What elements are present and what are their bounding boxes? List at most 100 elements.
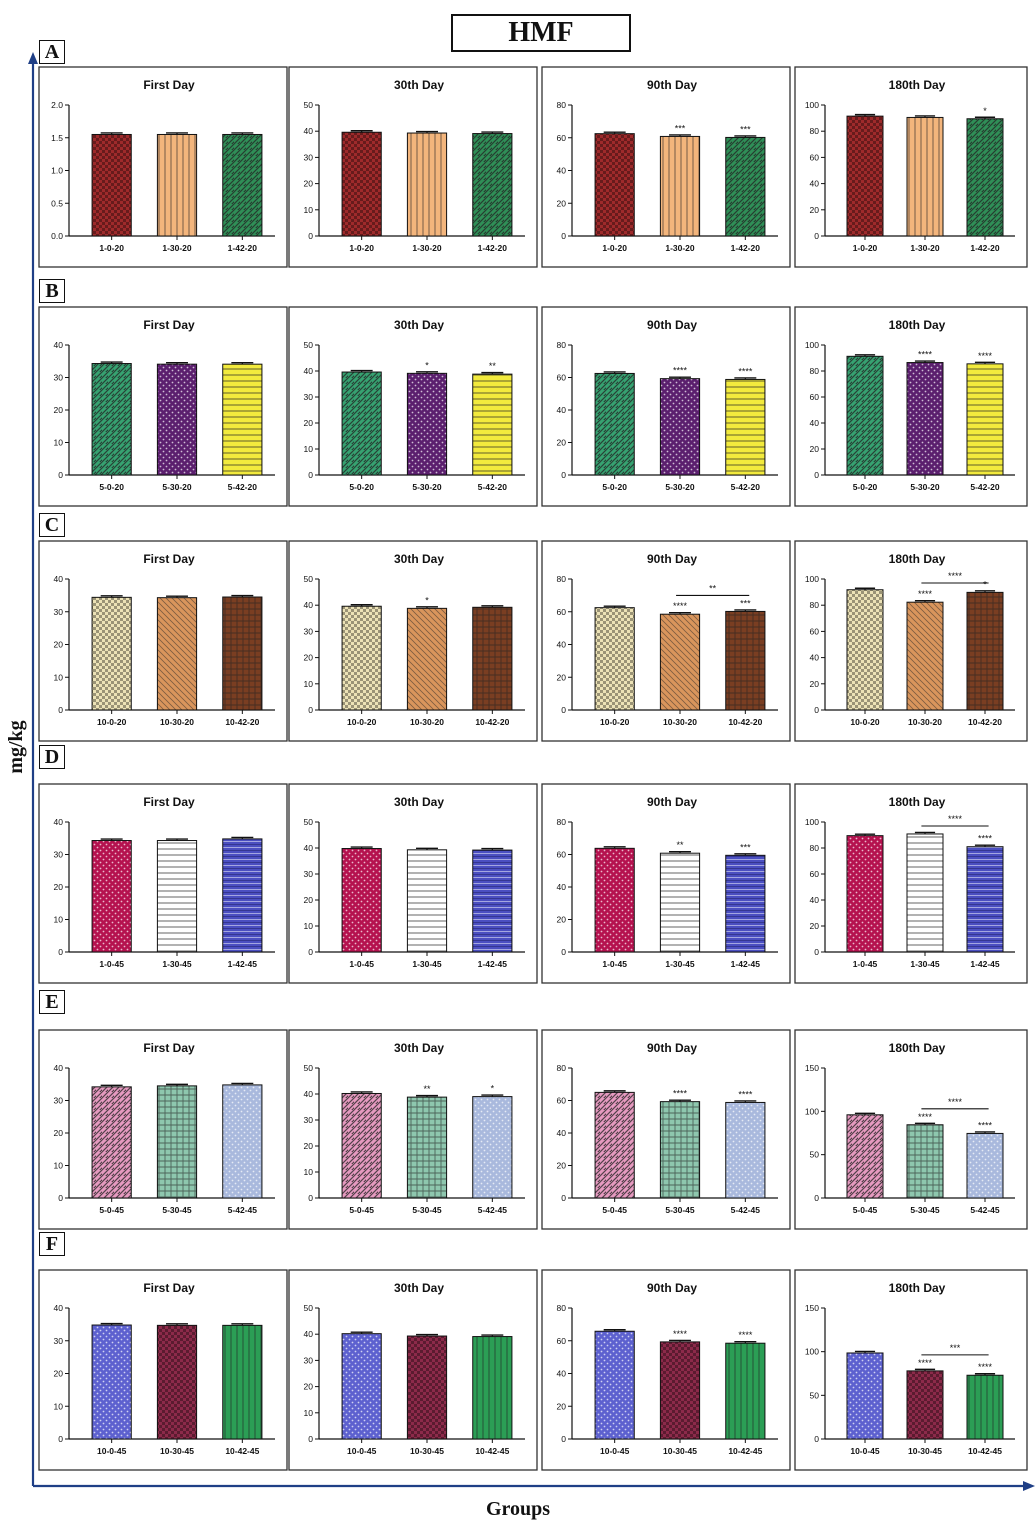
bar-1-30-45 [659,852,701,953]
y-tick-label: 20 [810,921,820,931]
significance-label: *** [740,124,751,134]
significance-label: *** [740,842,751,852]
y-tick-label: 20 [557,672,567,682]
significance-label: **** [918,589,933,599]
chart-title: First Day [143,1041,195,1055]
y-tick-label: 40 [304,1329,314,1339]
bar-1-42-20 [472,133,513,237]
significance-label: **** [978,351,993,361]
y-tick-label: 20 [54,882,64,892]
y-tick-label: 20 [304,653,314,663]
y-tick-label: 80 [557,817,567,827]
x-tick-label: 10-30-45 [908,1446,942,1456]
bar-1-42-45 [222,838,263,953]
x-tick-label: 5-30-45 [412,1205,442,1215]
x-tick-label: 1-0-45 [349,959,374,969]
significance-label: **** [673,1089,688,1099]
bar-5-42-45 [966,1132,1004,1199]
chart-panel-c-2: 30th Day 0 10 20 30 40 50 10-0-20 10-30-20 * 10-42… [288,540,538,742]
y-tick-label: 0 [308,231,313,241]
x-tick-label: 5-30-20 [665,482,695,492]
y-tick-label: 0 [814,947,819,957]
y-tick-label: 30 [54,850,64,860]
y-tick-label: 100 [805,574,819,584]
x-tick-label: 5-30-20 [412,482,442,492]
y-tick-label: 60 [810,152,820,162]
bar-1-30-20 [906,116,944,237]
x-tick-label: 1-30-20 [412,243,442,253]
y-tick-label: 10 [54,915,64,925]
x-tick-label: 1-0-45 [853,959,878,969]
significance-label: **** [918,1112,933,1122]
y-tick-label: 10 [304,1408,314,1418]
y-tick-label: 40 [54,817,64,827]
bar-5-0-45 [846,1114,884,1199]
panel-frame [794,1269,1028,1471]
y-tick-label: 60 [810,392,820,402]
bar-5-30-20 [906,362,944,476]
y-tick-label: 50 [304,1303,314,1313]
bar-10-0-45 [341,1333,382,1440]
panel-letter-e: E [39,990,65,1014]
bar-5-30-45 [406,1096,448,1199]
x-axis-arrowhead [1023,1481,1035,1491]
y-tick-label: 40 [54,340,64,350]
chart-title: 180th Day [889,78,946,92]
y-tick-label: 30 [54,1336,64,1346]
chart-title: 180th Day [889,1041,946,1055]
y-tick-label: 0 [308,1193,313,1203]
bar-10-42-45 [472,1336,513,1440]
significance-label: **** [978,1120,993,1130]
bracket-label: ** [709,583,717,593]
y-tick-label: 0 [58,1434,63,1444]
significance-label: * [425,360,429,370]
y-tick-label: 0 [814,705,819,715]
x-tick-label: 1-42-45 [970,959,1000,969]
y-tick-label: 0 [308,470,313,480]
bar-5-42-45 [472,1096,513,1199]
bar-5-0-45 [91,1086,132,1199]
x-tick-label: 1-0-20 [99,243,124,253]
x-tick-label: 10-42-20 [968,717,1002,727]
x-tick-label: 10-0-20 [850,717,880,727]
y-tick-label: 30 [304,1355,314,1365]
bar-5-0-45 [341,1092,382,1199]
y-tick-label: 40 [810,895,820,905]
bar-10-42-20 [222,596,263,711]
bar-10-30-20 [406,607,448,711]
chart-panel-b-1: First Day 0 10 20 30 40 5-0-20 5-30-20 5-42-20 [38,306,288,507]
y-tick-label: 20 [557,198,567,208]
y-tick-label: 60 [557,1336,567,1346]
y-tick-label: 50 [304,1063,314,1073]
y-tick-label: 80 [810,126,820,136]
y-tick-label: 60 [557,850,567,860]
panel-letter-a: A [39,40,65,64]
y-tick-label: 40 [557,405,567,415]
y-tick-label: 80 [557,1063,567,1073]
chart-panel-d-3: 90th Day 0 20 40 60 80 1-0-45 1-30-45 ** 1-42-45 *… [541,783,791,984]
y-tick-label: 40 [810,418,820,428]
y-tick-label: 20 [557,438,567,448]
bar-1-42-45 [966,846,1004,953]
x-tick-label: 5-30-20 [910,482,940,492]
y-tick-label: 40 [557,166,567,176]
x-tick-label: 5-0-20 [99,482,124,492]
x-tick-label: 1-42-45 [228,959,258,969]
x-tick-label: 10-0-45 [347,1446,377,1456]
y-tick-label: 60 [557,607,567,617]
bar-10-30-45 [906,1370,944,1440]
bar-1-30-20 [406,132,448,237]
y-tick-label: 80 [557,100,567,110]
y-tick-label: 0 [814,470,819,480]
y-tick-label: 10 [304,921,314,931]
bar-1-0-20 [594,133,635,237]
chart-title: First Day [143,318,195,332]
y-tick-label: 20 [557,1401,567,1411]
x-tick-label: 5-0-45 [349,1205,374,1215]
bar-5-42-20 [472,373,513,476]
chart-title: First Day [143,552,195,566]
x-tick-label: 10-30-45 [160,1446,194,1456]
bar-5-42-45 [222,1084,263,1199]
y-tick-label: 100 [805,340,819,350]
chart-panel-d-4: 180th Day 0 20 40 60 80 100 1-0-45 1-30-45 1-42-4… [794,783,1028,984]
